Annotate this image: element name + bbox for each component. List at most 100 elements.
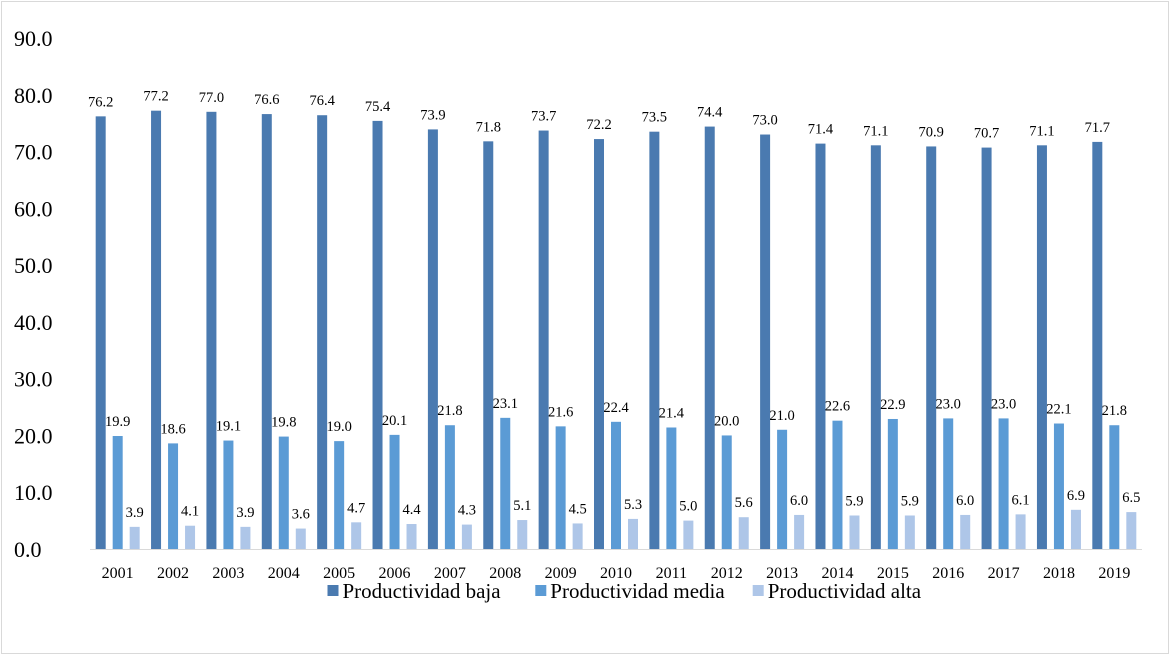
legend-swatch <box>327 585 339 596</box>
bar-media <box>112 436 123 549</box>
y-tick-label: 80.0 <box>14 83 53 108</box>
data-label: 4.3 <box>458 503 476 519</box>
bar-baja <box>594 139 604 549</box>
data-label: 3.6 <box>292 507 310 523</box>
data-label: 22.6 <box>825 399 850 415</box>
bar-alta <box>295 528 306 549</box>
y-tick-label: 90.0 <box>14 26 53 51</box>
data-label: 5.3 <box>624 497 642 513</box>
bar-alta <box>572 523 583 549</box>
data-label: 23.1 <box>493 396 518 412</box>
bar-alta <box>129 526 140 549</box>
data-label: 71.4 <box>808 122 834 138</box>
x-tick-label: 2015 <box>877 565 909 582</box>
data-label: 5.1 <box>513 498 531 514</box>
bar-baja <box>372 120 383 549</box>
data-label: 72.2 <box>586 117 611 133</box>
y-axis: 0.0 10.0 20.0 30.0 40.0 50.0 60.0 70.0 80.0 90.0 <box>14 26 53 562</box>
x-tick-label: 2014 <box>821 565 853 582</box>
bar-media <box>555 426 566 549</box>
data-label: 23.0 <box>936 396 961 412</box>
data-label: 19.9 <box>105 414 130 430</box>
data-label: 21.6 <box>548 404 573 420</box>
bar-alta <box>185 525 196 549</box>
x-tick-label: 2001 <box>102 565 134 582</box>
bar-baja <box>95 116 106 549</box>
x-tick-label: 2017 <box>988 565 1020 582</box>
legend-label: Productividad media <box>550 579 725 603</box>
data-label: 6.0 <box>956 493 974 509</box>
data-label: 6.9 <box>1067 488 1085 504</box>
bar-alta <box>351 522 362 549</box>
bar-alta <box>1070 509 1081 549</box>
bar-media <box>721 435 732 549</box>
x-tick-label: 2006 <box>379 565 411 582</box>
y-tick-label: 70.0 <box>14 140 53 165</box>
bar-media <box>223 440 234 549</box>
legend-label: Productividad baja <box>343 579 502 603</box>
bar-media <box>998 418 1009 549</box>
legend-swatch <box>752 585 764 596</box>
data-label: 18.6 <box>160 421 185 437</box>
data-label: 22.1 <box>1046 402 1071 418</box>
bar-baja <box>704 126 715 549</box>
bar-alta <box>1126 512 1137 549</box>
data-label: 23.0 <box>991 396 1016 412</box>
x-tick-label: 2016 <box>932 565 964 582</box>
data-label: 5.9 <box>845 494 863 510</box>
data-label: 77.0 <box>199 90 224 106</box>
data-label: 77.2 <box>143 89 168 105</box>
data-label: 19.0 <box>326 419 351 435</box>
legend: Productividad baja Productividad media Pro… <box>327 579 922 603</box>
x-tick-label: 2005 <box>323 565 355 582</box>
bar-media <box>777 429 788 549</box>
y-tick-label: 0.0 <box>14 537 42 562</box>
bars-group <box>95 110 1137 550</box>
data-label: 6.0 <box>790 493 808 509</box>
bar-media <box>1109 425 1120 549</box>
bar-media <box>666 427 677 549</box>
bar-baja <box>981 147 992 549</box>
x-tick-label: 2010 <box>600 565 632 582</box>
y-tick-label: 20.0 <box>14 423 53 448</box>
data-label: 76.4 <box>309 93 335 109</box>
data-label: 4.1 <box>181 504 199 520</box>
bar-alta <box>683 520 694 549</box>
data-label: 4.4 <box>402 502 421 518</box>
x-tick-label: 2019 <box>1098 565 1130 582</box>
bar-baja <box>206 111 217 550</box>
x-tick-label: 2003 <box>212 565 244 582</box>
bar-baja <box>815 143 826 549</box>
data-label: 22.4 <box>603 400 629 416</box>
bar-alta <box>517 520 528 549</box>
data-label: 20.0 <box>714 413 739 429</box>
data-label: 21.8 <box>437 403 462 419</box>
bar-baja <box>1092 141 1103 550</box>
data-label: 22.9 <box>880 397 905 413</box>
data-label: 70.9 <box>919 124 944 140</box>
data-labels-group: 76.2 19.9 3.9 77.2 18.6 4.1 77.0 19.1 3.9 76.6 19.… <box>88 89 1140 523</box>
bar-baja <box>649 131 660 549</box>
data-label: 20.1 <box>382 413 407 429</box>
bar-baja <box>483 141 494 549</box>
bar-media <box>444 425 455 549</box>
data-label: 6.5 <box>1122 490 1140 506</box>
x-tick-label: 2011 <box>656 565 687 582</box>
bar-baja <box>538 130 549 549</box>
y-tick-label: 40.0 <box>14 310 53 335</box>
data-label: 5.9 <box>901 494 919 510</box>
data-label: 3.9 <box>126 505 144 521</box>
bar-alta <box>849 515 860 549</box>
bar-baja <box>261 114 272 550</box>
bar-media <box>168 443 179 549</box>
bar-media <box>1053 423 1064 549</box>
data-label: 73.7 <box>531 109 556 125</box>
data-label: 4.7 <box>347 500 365 516</box>
bar-baja <box>427 129 438 549</box>
data-label: 75.4 <box>365 99 391 115</box>
x-tick-label: 2012 <box>711 565 743 582</box>
bar-media <box>500 417 511 549</box>
bar-baja <box>1036 145 1047 549</box>
data-label: 71.7 <box>1085 120 1110 136</box>
bar-baja <box>870 145 881 549</box>
